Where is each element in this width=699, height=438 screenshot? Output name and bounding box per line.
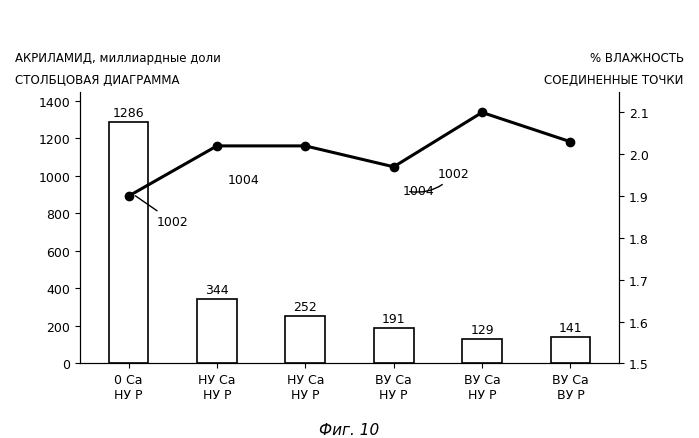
Text: 344: 344 [205, 283, 229, 297]
Bar [374, 328, 414, 364]
Text: СОЕДИНЕННЫЕ ТОЧКИ: СОЕДИНЕННЫЕ ТОЧКИ [545, 74, 684, 87]
Text: 191: 191 [382, 312, 405, 325]
Bar [197, 299, 237, 364]
Text: % ВЛАЖНОСТЬ: % ВЛАЖНОСТЬ [589, 52, 684, 65]
Bar [285, 316, 325, 364]
Text: Фиг. 10: Фиг. 10 [319, 422, 380, 437]
Bar [109, 123, 148, 364]
Text: 141: 141 [559, 321, 582, 334]
Text: 1002: 1002 [410, 168, 470, 193]
Text: 1004: 1004 [403, 184, 434, 197]
Text: АКРИЛАМИД, миллиардные доли: АКРИЛАМИД, миллиардные доли [15, 52, 221, 65]
Text: 1286: 1286 [113, 107, 145, 120]
Text: 1002: 1002 [136, 196, 189, 229]
Text: 1004: 1004 [228, 174, 259, 187]
Text: 252: 252 [294, 300, 317, 314]
Text: СТОЛБЦОВАЯ ДИАГРАММА: СТОЛБЦОВАЯ ДИАГРАММА [15, 74, 180, 87]
Bar [462, 339, 502, 364]
Bar [551, 337, 590, 364]
Text: 129: 129 [470, 324, 494, 336]
